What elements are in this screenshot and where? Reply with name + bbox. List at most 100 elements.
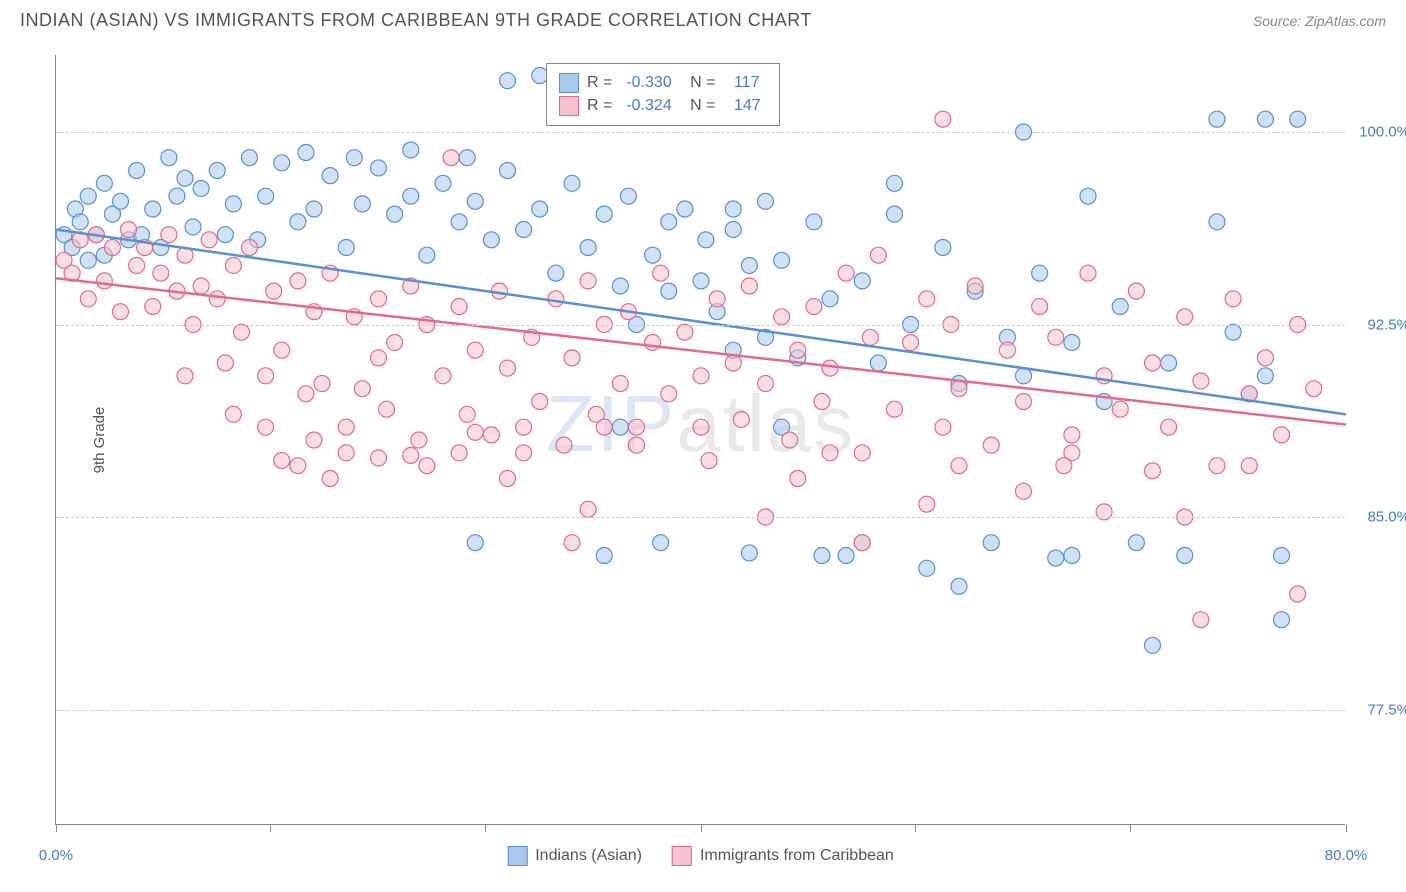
scatter-point xyxy=(354,196,370,212)
scatter-point xyxy=(983,535,999,551)
scatter-point xyxy=(169,188,185,204)
scatter-point xyxy=(870,355,886,371)
scatter-point xyxy=(153,265,169,281)
scatter-point xyxy=(758,193,774,209)
correlation-legend: R = -0.330 N = 117 R = -0.324 N = 147 xyxy=(546,63,780,126)
scatter-point xyxy=(161,227,177,243)
scatter-point xyxy=(451,445,467,461)
scatter-point xyxy=(951,381,967,397)
legend-n-value: 117 xyxy=(730,74,760,92)
source-label: Source: ZipAtlas.com xyxy=(1253,13,1386,29)
scatter-point xyxy=(483,232,499,248)
legend-n-value: 147 xyxy=(730,97,761,115)
scatter-point xyxy=(306,432,322,448)
x-tick xyxy=(270,824,271,832)
scatter-point xyxy=(217,355,233,371)
scatter-point xyxy=(411,432,427,448)
scatter-point xyxy=(548,265,564,281)
scatter-point xyxy=(403,142,419,158)
scatter-point xyxy=(1032,265,1048,281)
legend-label: Indians (Asian) xyxy=(535,847,642,865)
scatter-point xyxy=(387,334,403,350)
scatter-point xyxy=(1274,548,1290,564)
scatter-point xyxy=(935,111,951,127)
legend-n-label: N = xyxy=(686,97,716,115)
scatter-point xyxy=(96,175,112,191)
scatter-point xyxy=(500,163,516,179)
scatter-point xyxy=(113,193,129,209)
legend-swatch xyxy=(672,846,692,866)
scatter-point xyxy=(258,188,274,204)
legend-item: Immigrants from Caribbean xyxy=(672,846,894,866)
scatter-point xyxy=(121,222,137,238)
scatter-point xyxy=(459,406,475,422)
scatter-point xyxy=(1080,188,1096,204)
legend-swatch xyxy=(507,846,527,866)
scatter-point xyxy=(822,360,838,376)
scatter-point xyxy=(612,376,628,392)
scatter-point xyxy=(903,334,919,350)
scatter-point xyxy=(677,201,693,217)
scatter-point xyxy=(1193,373,1209,389)
legend-n-label: N = xyxy=(686,74,716,92)
scatter-point xyxy=(467,424,483,440)
legend-r-value: -0.324 xyxy=(626,97,671,115)
scatter-point xyxy=(854,535,870,551)
scatter-point xyxy=(129,163,145,179)
scatter-point xyxy=(274,342,290,358)
scatter-point xyxy=(1209,458,1225,474)
scatter-point xyxy=(258,419,274,435)
scatter-point xyxy=(435,368,451,384)
scatter-point xyxy=(887,175,903,191)
legend-label: Immigrants from Caribbean xyxy=(700,847,894,865)
scatter-point xyxy=(80,188,96,204)
scatter-point xyxy=(1016,483,1032,499)
scatter-point xyxy=(104,240,120,256)
scatter-point xyxy=(217,227,233,243)
scatter-point xyxy=(806,299,822,315)
scatter-point xyxy=(1064,427,1080,443)
scatter-point xyxy=(233,324,249,340)
scatter-point xyxy=(242,240,258,256)
x-tick-label: 0.0% xyxy=(39,847,73,864)
y-tick-label: 92.5% xyxy=(1367,316,1406,333)
legend-r-label: R = xyxy=(587,97,612,115)
scatter-point xyxy=(806,214,822,230)
scatter-point xyxy=(145,201,161,217)
scatter-point xyxy=(322,168,338,184)
scatter-point xyxy=(532,394,548,410)
scatter-point xyxy=(371,160,387,176)
scatter-point xyxy=(620,188,636,204)
scatter-point xyxy=(629,437,645,453)
x-tick xyxy=(915,824,916,832)
scatter-point xyxy=(556,437,572,453)
scatter-point xyxy=(419,247,435,263)
scatter-point xyxy=(451,299,467,315)
scatter-point xyxy=(1257,111,1273,127)
legend-r-value: -0.330 xyxy=(626,74,671,92)
scatter-point xyxy=(338,240,354,256)
scatter-point xyxy=(741,545,757,561)
scatter-point xyxy=(733,411,749,427)
scatter-point xyxy=(1225,324,1241,340)
scatter-point xyxy=(862,329,878,345)
scatter-point xyxy=(1112,299,1128,315)
scatter-point xyxy=(596,206,612,222)
scatter-point xyxy=(322,471,338,487)
scatter-point xyxy=(951,578,967,594)
scatter-point xyxy=(596,548,612,564)
scatter-point xyxy=(580,273,596,289)
scatter-point xyxy=(129,257,145,273)
scatter-point xyxy=(1209,214,1225,230)
scatter-point xyxy=(242,150,258,166)
legend-row: R = -0.324 N = 147 xyxy=(559,96,767,116)
trend-line xyxy=(56,278,1346,424)
legend-r-label: R = xyxy=(587,74,612,92)
scatter-point xyxy=(266,283,282,299)
scatter-point xyxy=(1080,265,1096,281)
scatter-point xyxy=(1112,401,1128,417)
scatter-point xyxy=(612,419,628,435)
scatter-point xyxy=(983,437,999,453)
scatter-point xyxy=(177,170,193,186)
scatter-point xyxy=(935,419,951,435)
